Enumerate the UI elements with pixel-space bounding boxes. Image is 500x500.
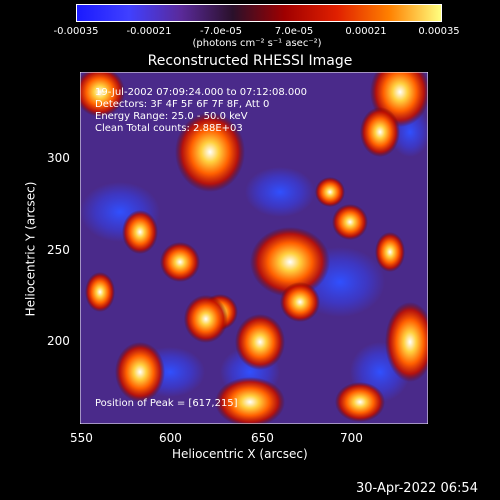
x-tick-label: 650 bbox=[251, 431, 274, 445]
emission-source bbox=[235, 314, 285, 370]
x-axis-label: Heliocentric X (arcsec) bbox=[172, 447, 308, 461]
timestamp: 30-Apr-2022 06:54 bbox=[356, 481, 478, 496]
colorbar-unit: (photons cm⁻² s⁻¹ asec⁻²) bbox=[192, 38, 322, 49]
emission-source bbox=[315, 177, 345, 207]
colorbar-tick: 0.00035 bbox=[418, 26, 460, 37]
negative-region bbox=[245, 167, 315, 217]
emission-source bbox=[85, 272, 115, 312]
y-tick-label: 200 bbox=[47, 334, 70, 348]
y-axis-label: Heliocentric Y (arcsec) bbox=[23, 181, 38, 317]
detectors-text: Detectors: 3F 4F 5F 6F 7F 8F, Att 0 bbox=[95, 99, 270, 110]
emission-source bbox=[215, 377, 285, 424]
emission-source bbox=[80, 72, 125, 117]
emission-source bbox=[250, 227, 330, 297]
colorbar-tick: -7.0e-05 bbox=[200, 26, 242, 37]
peak-source bbox=[183, 294, 228, 343]
y-tick-label: 300 bbox=[47, 151, 70, 165]
emission-source bbox=[175, 112, 245, 192]
y-tick-label: 250 bbox=[47, 243, 70, 257]
emission-source bbox=[280, 282, 320, 322]
emission-source bbox=[332, 204, 368, 240]
x-tick-label: 600 bbox=[159, 431, 182, 445]
time-range-text: 19-Jul-2002 07:09:24.000 to 07:12:08.000 bbox=[95, 87, 307, 98]
emission-source bbox=[360, 107, 400, 157]
clean-counts-text: Clean Total counts: 2.88E+03 bbox=[95, 123, 243, 134]
colorbar-tick: -0.00021 bbox=[126, 26, 172, 37]
emission-source bbox=[160, 242, 200, 282]
emission-source bbox=[385, 302, 428, 382]
colorbar-tick: -0.00035 bbox=[53, 26, 99, 37]
colorbar-tick: 7.0e-05 bbox=[274, 26, 314, 37]
emission-source bbox=[122, 210, 158, 254]
chart-title: Reconstructed RHESSI Image bbox=[147, 53, 353, 69]
colorbar-tick: 0.00021 bbox=[345, 26, 387, 37]
colorbar bbox=[76, 4, 442, 22]
emission-source bbox=[375, 232, 405, 272]
peak-position-text: Position of Peak = [617,215] bbox=[95, 398, 238, 409]
heatmap-plot bbox=[80, 72, 428, 424]
x-tick-label: 550 bbox=[70, 431, 93, 445]
emission-source bbox=[335, 382, 385, 422]
energy-range-text: Energy Range: 25.0 - 50.0 keV bbox=[95, 111, 248, 122]
x-tick-label: 700 bbox=[340, 431, 363, 445]
emission-source bbox=[115, 342, 165, 402]
